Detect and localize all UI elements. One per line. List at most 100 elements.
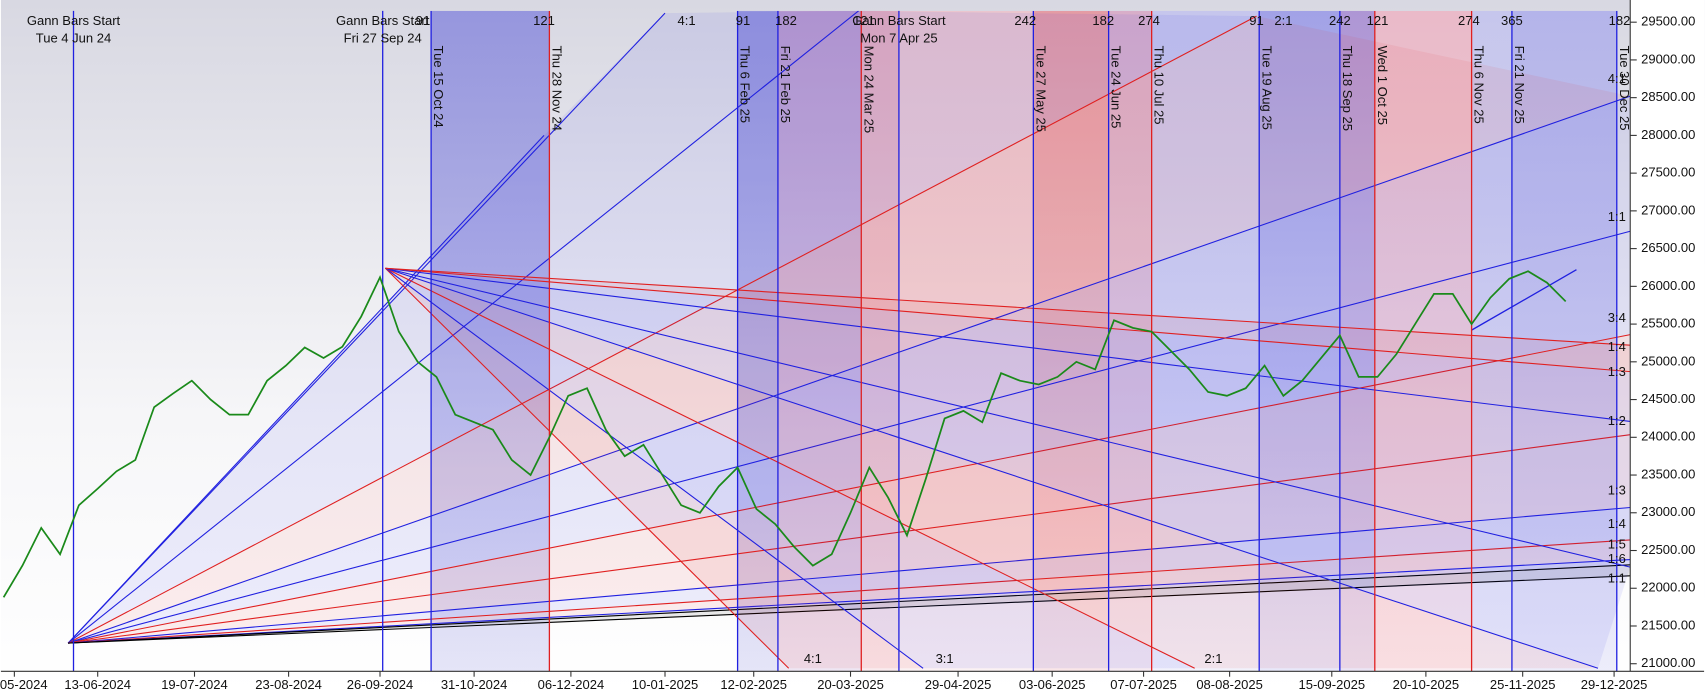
x-tick-label: 29-04-2025 [925,677,992,692]
fan-line [385,267,790,669]
x-tick-label: 31-10-2024 [441,677,508,692]
vertical-label: Thu 10 Jul 25 [1152,46,1167,125]
y-tick-label: 28500.00 [1641,89,1695,104]
gann-start-title: Gann Bars Start [852,13,946,28]
time-band [1339,10,1375,672]
gann-start-date: Mon 7 Apr 25 [860,31,937,46]
time-band [431,10,550,672]
x-tick-label: 19-07-2024 [161,677,228,692]
top-label: 182 [1609,13,1631,28]
time-band [1151,10,1260,672]
x-tick-label: 06-12-2024 [538,677,605,692]
fan-line [68,434,1631,644]
vertical-label: Thu 6 Feb 25 [738,46,753,123]
y-tick-label: 25000.00 [1641,353,1695,368]
time-band [1033,10,1109,672]
vertical-label: Tue 24 Jun 25 [1109,46,1124,129]
ratio-label: 1:6 [1608,551,1626,566]
fan-line [67,135,545,644]
gann-start-date: Fri 27 Sep 24 [344,31,422,46]
time-band [1374,10,1472,672]
gann-start-title: Gann Bars Start [336,13,430,28]
y-tick-label: 22000.00 [1641,580,1695,595]
y-tick-label: 22500.00 [1641,542,1695,557]
ratio-label: 1:5 [1608,537,1626,552]
fan-line [385,267,1631,373]
fan-line [67,15,1257,644]
top-label: 242 [1329,13,1351,28]
time-band [861,10,899,672]
time-band [737,10,778,672]
fan-line [67,10,859,644]
time-band [1108,10,1152,672]
plot-area [2,10,1631,672]
fan-line [68,506,1631,644]
top-label: 274 [1138,13,1160,28]
top-label: 274 [1458,13,1480,28]
trend-line [1471,269,1577,331]
y-tick-label: 21500.00 [1641,617,1695,632]
top-label: 2:1 [1274,13,1292,28]
ratio-label: 1:4 [1608,516,1626,531]
top-label: 182 [1092,13,1114,28]
top-label: 121 [533,13,555,28]
time-band [1471,10,1512,672]
y-tick-label: 21000.00 [1641,655,1695,670]
y-tick-label: 25500.00 [1641,316,1695,331]
x-tick-label: 13-05-2024 [0,677,48,692]
ratio-label: 1:1 [1608,209,1626,224]
fan-wedge [68,10,1257,644]
y-tick-label: 24000.00 [1641,429,1695,444]
ratio-label: 1:2 [1608,413,1626,428]
vertical-label: Mon 24 Mar 25 [861,46,876,134]
y-tick-label: 26500.00 [1641,240,1695,255]
fan-wedge [385,268,1631,669]
vertical-label: Thu 18 Sep 25 [1340,46,1355,131]
y-tick-label: 29500.00 [1641,14,1695,29]
top-label: 365 [1501,13,1523,28]
x-tick-label: 08-08-2025 [1196,677,1263,692]
y-tick-label: 27500.00 [1641,165,1695,180]
fan-line [385,267,1631,422]
fan-line [385,267,1631,568]
vertical-label: Tue 15 Oct 24 [431,46,446,128]
x-tick-label: 20-03-2025 [817,677,884,692]
vertical-label: Tue 19 Aug 25 [1259,46,1274,130]
axis-panel [1630,0,1705,693]
top-label: 91 [1249,13,1263,28]
top-label: 121 [1367,13,1389,28]
x-tick-label: 12-02-2025 [720,677,787,692]
ratio-label: 3:4 [1608,310,1626,325]
x-tick-label: 03-06-2025 [1019,677,1086,692]
fan-line [68,539,1631,644]
y-tick-label: 28000.00 [1641,127,1695,142]
y-tick-label: 29000.00 [1641,51,1695,66]
fan-line [385,267,1195,669]
vertical-label: Fri 21 Nov 25 [1512,46,1527,124]
y-tick-label: 23000.00 [1641,504,1695,519]
vertical-label: Thu 28 Nov 24 [549,46,564,131]
fan-line [68,575,1631,644]
y-tick-label: 23500.00 [1641,466,1695,481]
top-label: 4:1 [677,13,695,28]
fan-line [68,334,1631,644]
y-tick-label: 24500.00 [1641,391,1695,406]
fan-line [67,230,1631,644]
fan-line [385,267,1599,669]
fan-wedge [68,16,1631,644]
top-label: 182 [775,13,797,28]
y-tick-label: 26000.00 [1641,278,1695,293]
x-tick-label: 07-07-2025 [1110,677,1177,692]
fan-line [68,559,1631,644]
price-line [2,270,1567,598]
x-tick-label: 20-10-2025 [1393,677,1460,692]
x-tick-label: 13-06-2024 [64,677,131,692]
ratio-label: 1:4 [1608,339,1626,354]
ratio-label: 4:1 [1608,71,1626,86]
x-tick-label: 25-11-2025 [1490,677,1556,692]
top-label: 91 [416,13,430,28]
vertical-label: Thu 6 Nov 25 [1472,46,1487,124]
